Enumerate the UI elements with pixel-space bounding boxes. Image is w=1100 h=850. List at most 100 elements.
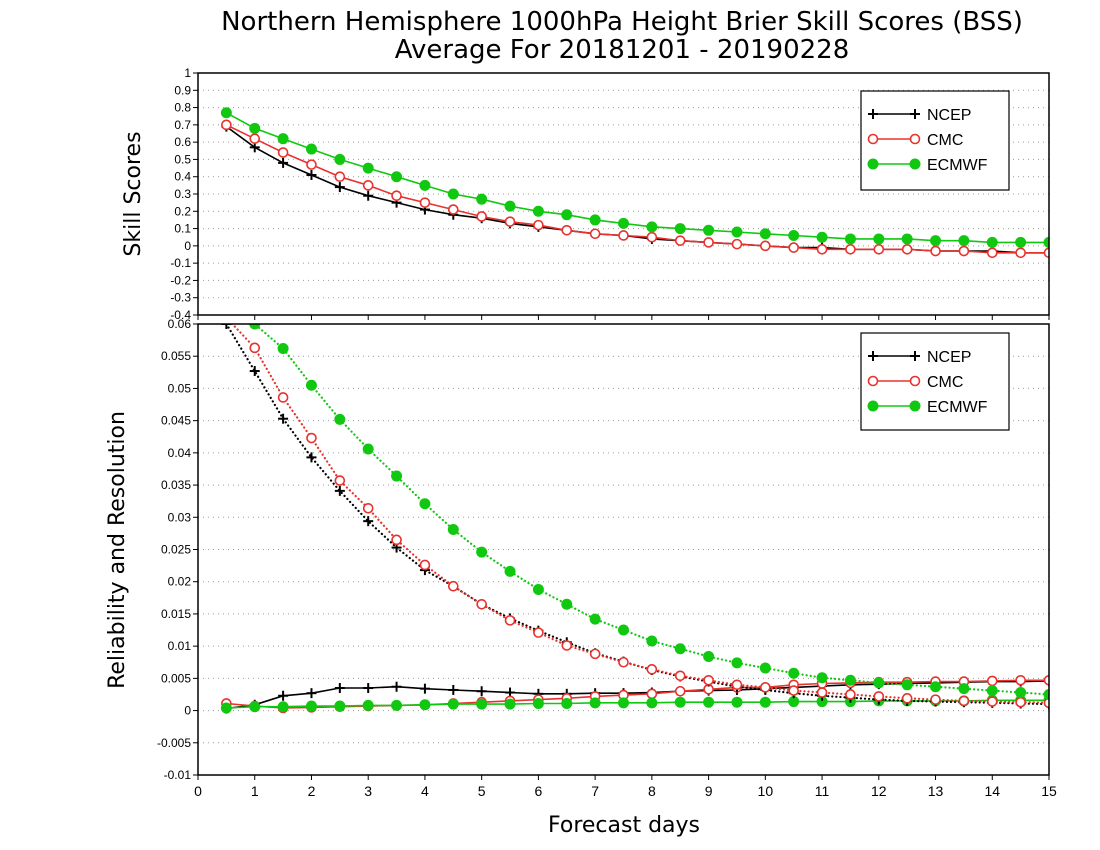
series-ecmwf-resolution-point xyxy=(1043,688,1049,700)
y-tick-label: 0.055 xyxy=(161,349,191,363)
series-cmc-point xyxy=(674,235,686,246)
series-ecmwf-point xyxy=(532,205,544,217)
series-cmc-reliability-point xyxy=(986,675,998,687)
series-cmc-reliability-point xyxy=(646,688,658,700)
series-cmc-point xyxy=(760,240,771,252)
y-tick-label: 0.1 xyxy=(174,222,191,236)
series-ecmwf-point xyxy=(986,236,998,248)
series-ecmwf-reliability-point xyxy=(561,697,573,709)
series-ecmwf-resolution-point xyxy=(334,413,346,425)
series-cmc-point xyxy=(334,171,346,183)
series-ncep-resolution-point xyxy=(334,485,345,496)
series-cmc-point xyxy=(646,231,658,243)
reliability-resolution-panel: -0.01 -0.005 0 0.005 0.01 0.015 0.02 0.025 0.03 0… xyxy=(105,317,1050,782)
y-tick-label: 0.8 xyxy=(174,101,191,115)
series-ecmwf-point xyxy=(703,224,715,236)
series-ecmwf-resolution-point xyxy=(646,635,658,647)
legend-marker xyxy=(909,133,921,145)
x-tick-label: 8 xyxy=(648,783,656,799)
series-ecmwf-reliability-point xyxy=(532,697,544,709)
series-cmc-reliability-point xyxy=(1015,674,1026,686)
series-cmc-resolution-point xyxy=(249,342,261,354)
series-ecmwf-reliability-point xyxy=(504,698,516,710)
series-cmc-resolution-point xyxy=(986,696,998,707)
series-cmc-point xyxy=(362,180,374,191)
legend-swatch-cmc xyxy=(867,133,921,145)
y-tick-label: 0 xyxy=(184,704,191,718)
series-ecmwf-resolution-point xyxy=(901,679,913,691)
y-tick-label: 0.025 xyxy=(161,543,191,557)
y-tick-label: 1 xyxy=(184,66,191,80)
x-tick-label: 14 xyxy=(984,783,1000,799)
series-ecmwf-point xyxy=(958,235,970,247)
skill-score-panel: -0.4 -0.3 -0.2 -0.1 0 0.1 0.2 0.3 0.4 0.5 0.6 0.7 0.… xyxy=(121,66,1050,322)
legend-marker xyxy=(868,109,878,119)
series-cmc-resolution-point xyxy=(391,534,402,546)
chart-title: Northern Hemisphere 1000hPa Height Brier… xyxy=(221,7,1023,37)
series-cmc-resolution-point xyxy=(334,475,346,486)
legend-swatch-ncep xyxy=(868,351,920,361)
series-ecmwf-point xyxy=(334,153,346,165)
series-ecmwf-reliability-point xyxy=(305,700,317,712)
series-ecmwf-reliability-point xyxy=(391,699,403,711)
series-ecmwf-point xyxy=(419,179,431,191)
legend: NCEP CMC ECMWF xyxy=(860,90,1010,191)
series-ecmwf-resolution-point xyxy=(618,624,629,636)
series-cmc-resolution-point xyxy=(646,664,658,675)
series-ncep-point xyxy=(334,182,345,193)
series-ncep-reliability-point xyxy=(391,681,402,692)
series-ncep-reliability-point xyxy=(306,688,317,699)
series-ecmwf-resolution-point xyxy=(731,657,743,669)
series-cmc-point xyxy=(986,247,998,259)
y-tick-label: -0.1 xyxy=(170,256,191,270)
legend-marker xyxy=(868,351,878,361)
series-ncep-reliability-point xyxy=(334,683,345,694)
series-cmc-point xyxy=(476,211,487,222)
x-tick-label: 0 xyxy=(194,783,202,799)
series-ecmwf-point xyxy=(844,233,856,245)
series-cmc-reliability-line xyxy=(226,679,1049,709)
series-ecmwf-resolution-point xyxy=(589,613,601,625)
y-tick-label: 0 xyxy=(184,239,191,253)
series-ncep-point xyxy=(363,190,374,201)
series-cmc-point xyxy=(306,159,317,170)
series-ecmwf-reliability-point xyxy=(419,699,431,711)
x-tick-label: 2 xyxy=(308,783,316,799)
y-tick-label: -0.3 xyxy=(170,291,191,305)
legend-swatch-ecmwf xyxy=(867,158,921,170)
legend-swatch-ecmwf xyxy=(867,400,921,412)
series-ncep-reliability-point xyxy=(476,686,487,697)
series-ecmwf-reliability-point xyxy=(334,700,346,712)
series-ecmwf-reliability-point xyxy=(220,702,232,714)
series-cmc-resolution-point xyxy=(1015,696,1026,708)
series-cmc-resolution-point xyxy=(788,685,800,696)
y-tick-label: 0.03 xyxy=(168,510,192,524)
series-cmc-point xyxy=(788,242,800,253)
legend-box xyxy=(860,90,1010,191)
x-tick-label: 9 xyxy=(705,783,713,799)
series-cmc-point xyxy=(1043,247,1049,259)
series-cmc-point xyxy=(703,237,714,248)
plot-frame xyxy=(197,323,1050,776)
x-tick-label: 13 xyxy=(928,783,944,799)
legend-swatch-ncep xyxy=(868,109,920,119)
series-cmc-resolution-point xyxy=(589,648,601,660)
series-ecmwf-point xyxy=(1043,236,1049,248)
series-ecmwf-point xyxy=(788,229,800,241)
series-ecmwf-resolution-point xyxy=(986,685,998,697)
series-ecmwf-resolution-point xyxy=(1015,687,1027,699)
series-ncep-resolution-point xyxy=(221,324,232,329)
series-ecmwf-reliability-point xyxy=(703,696,715,708)
series-ecmwf-resolution-point xyxy=(561,598,573,610)
series-ecmwf-resolution-point xyxy=(674,643,686,655)
series-ncep-reliability-point xyxy=(278,690,289,701)
series-ecmwf-resolution-point xyxy=(419,498,431,510)
series-ecmwf-resolution-point xyxy=(930,681,942,693)
series-ecmwf-point xyxy=(447,188,459,200)
y-tick-label: 0.035 xyxy=(161,478,191,492)
x-tick-label: 3 xyxy=(364,783,372,799)
series-ncep-point xyxy=(278,157,289,168)
series-ecmwf-point xyxy=(674,223,686,235)
series-cmc-point xyxy=(561,225,573,236)
series-cmc-point xyxy=(1015,247,1026,259)
